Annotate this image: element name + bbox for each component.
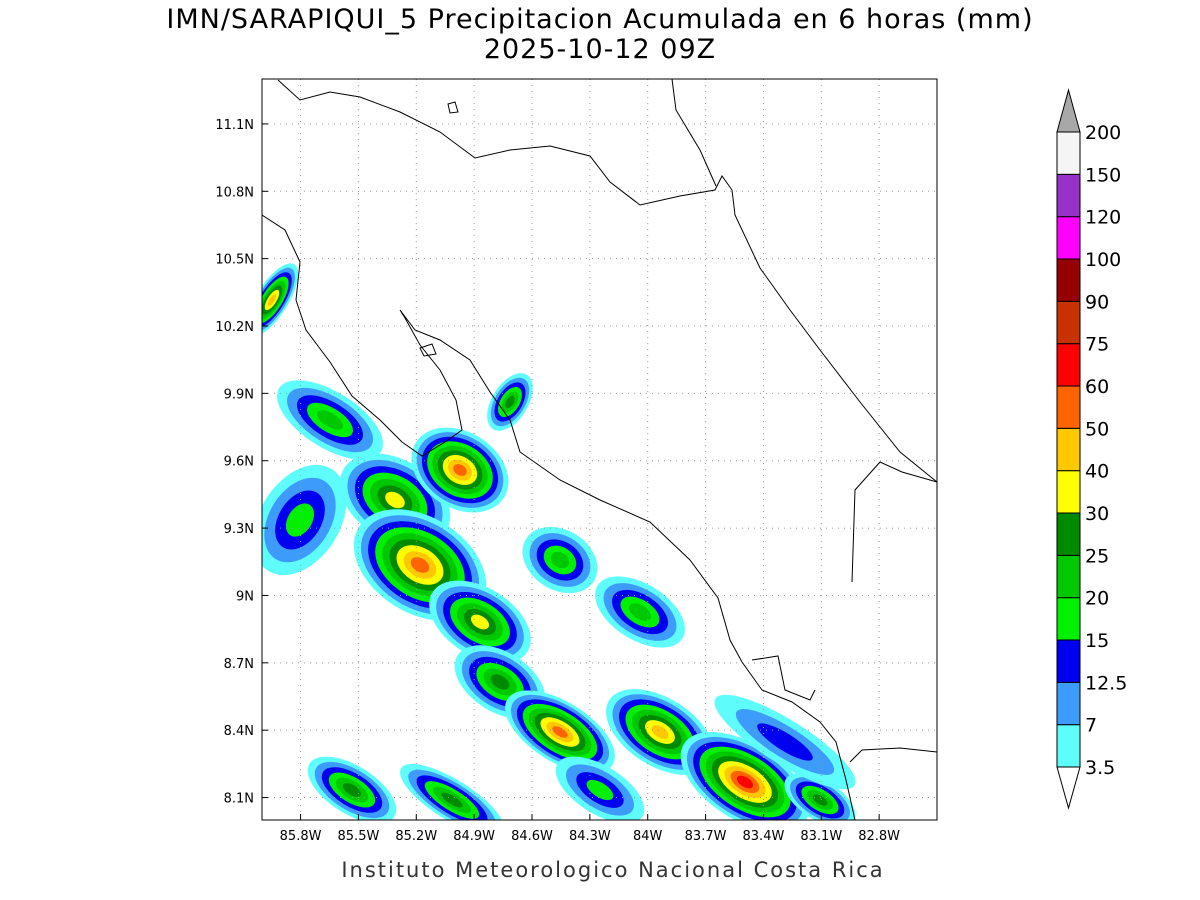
coastline [851, 461, 937, 583]
precip-area [453, 464, 467, 476]
x-tick-label: 85.8W [280, 829, 322, 844]
coastline [277, 79, 937, 483]
y-tick-label: 8.4N [224, 724, 254, 739]
colorbar-label: 60 [1085, 376, 1109, 398]
precip-area [342, 783, 362, 797]
colorbar-label: 75 [1085, 334, 1109, 356]
colorbar-bin [1056, 258, 1081, 302]
coastlines [262, 79, 937, 820]
colorbar-label: 25 [1085, 545, 1109, 567]
colorbar-bin [1056, 385, 1081, 429]
y-tick-label: 9.6N [224, 455, 254, 470]
y-tick-label: 9N [236, 589, 254, 604]
precip-area [316, 410, 344, 430]
colorbar-bin [1056, 512, 1081, 556]
colorbar-label: 30 [1085, 503, 1109, 525]
colorbar-label: 50 [1085, 418, 1109, 440]
colorbar-bin [1056, 470, 1081, 514]
precip-area [410, 557, 430, 573]
precip-area [651, 725, 669, 739]
colorbar-label: 3.5 [1085, 757, 1115, 779]
x-tick-label: 84W [633, 829, 663, 844]
precip-area [812, 794, 828, 806]
colorbar-under [1056, 766, 1081, 810]
x-tick-label: 83.1W [800, 829, 842, 844]
x-tick-label: 83.7W [685, 829, 727, 844]
colorbar-label: 120 [1085, 207, 1121, 229]
island [447, 101, 459, 114]
precip-area [441, 792, 463, 808]
coastline [262, 214, 856, 820]
colorbar-bin [1056, 173, 1081, 218]
colorbar-label: 12.5 [1085, 672, 1127, 694]
grid: 85.8W 85.5W 85.2W 84.9W 84.6W 84.3W 84W 83.7W 83… [215, 79, 937, 844]
precip-area [628, 603, 652, 621]
island [419, 343, 437, 357]
colorbar-label: 200 [1085, 122, 1121, 144]
x-tick-label: 85.2W [395, 829, 437, 844]
x-tick-label: 84.9W [453, 829, 495, 844]
colorbar-label: 90 [1085, 291, 1109, 313]
x-tick-label: 83.4W [743, 829, 785, 844]
precip-area [490, 674, 510, 690]
colorbar-label: 20 [1085, 588, 1109, 610]
colorbar-bin [1056, 724, 1081, 768]
colorbar-bin [1056, 597, 1081, 641]
subtitle: 2025-10-12 09Z [484, 34, 716, 65]
x-tick-label: 82.8W [858, 829, 900, 844]
precip-area [267, 294, 277, 306]
precip-area [586, 779, 614, 801]
precip-area [505, 396, 515, 408]
y-tick-label: 8.7N [224, 657, 254, 672]
colorbar-label: 150 [1085, 164, 1121, 186]
precip-area [736, 775, 754, 789]
colorbar-bin [1056, 216, 1081, 260]
colorbar-over [1056, 88, 1081, 133]
y-tick-label: 11.1N [215, 118, 254, 133]
y-tick-label: 9.9N [224, 387, 254, 402]
y-tick-label: 8.1N [224, 792, 254, 807]
y-tick-label: 10.5N [215, 253, 254, 268]
precipitation-field [262, 263, 856, 820]
y-tick-label: 9.3N [224, 522, 254, 537]
colorbar-label: 40 [1085, 461, 1109, 483]
footer: Instituto Meteorologico Nacional Costa R… [341, 858, 884, 882]
colorbar-label: 100 [1085, 249, 1121, 271]
colorbar-bin [1056, 131, 1081, 175]
colorbar-label: 7 [1085, 715, 1097, 737]
x-tick-label: 84.3W [569, 829, 611, 844]
title: IMN/SARAPIQUI_5 Precipitacion Acumulada … [166, 4, 1033, 35]
precip-area [757, 723, 813, 761]
colorbar-bin [1056, 300, 1081, 345]
precip-area [385, 491, 405, 509]
precip-area [552, 726, 568, 738]
x-tick-label: 85.5W [338, 829, 380, 844]
coastline [671, 79, 717, 187]
colorbar-bin [1056, 343, 1081, 387]
colorbar-bin [1056, 639, 1081, 683]
x-tick-label: 84.6W [511, 829, 553, 844]
y-tick-label: 10.2N [215, 320, 254, 335]
coastline [751, 655, 816, 701]
colorbar: 3.5 7 12.5 15 20 25 30 40 50 60 75 90 100 120 150 200 [1056, 88, 1127, 810]
map-frame [261, 78, 938, 821]
precip-area [550, 551, 570, 569]
y-tick-label: 10.8N [215, 185, 254, 200]
coastline [849, 747, 937, 763]
colorbar-bin [1056, 554, 1081, 599]
colorbar-bin [1056, 681, 1081, 726]
colorbar-label: 15 [1085, 630, 1109, 652]
precip-area [470, 614, 490, 630]
colorbar-bin [1056, 427, 1081, 472]
